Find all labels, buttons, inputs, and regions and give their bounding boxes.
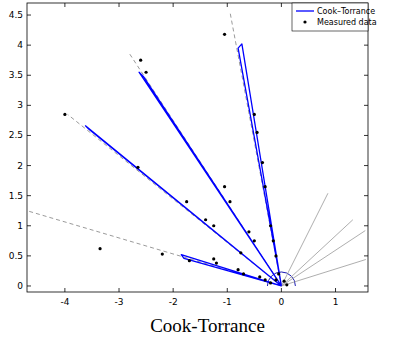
y-tick <box>364 135 368 136</box>
data-point <box>185 200 188 203</box>
y-tick <box>364 255 368 256</box>
y-tick-label: 3.5 <box>9 70 23 80</box>
legend-marker <box>303 20 306 23</box>
data-point <box>264 278 267 281</box>
y-tick <box>364 105 368 106</box>
x-tick <box>227 3 228 7</box>
data-point <box>144 71 147 74</box>
y-tick-label: 0 <box>17 281 23 291</box>
data-point <box>215 262 218 265</box>
data-point <box>269 224 272 227</box>
y-tick-label: 4 <box>17 40 23 50</box>
y-tick <box>364 225 368 226</box>
data-point <box>223 185 226 188</box>
data-point <box>136 166 139 169</box>
data-point <box>247 230 250 233</box>
page: {"chart_data": { "type": "line", "title"… <box>0 0 400 338</box>
data-point <box>283 280 286 283</box>
legend-line <box>296 10 314 11</box>
y-tick <box>364 165 368 166</box>
y-tick <box>364 195 368 196</box>
plot-frame <box>27 3 368 292</box>
x-tick-label: 0 <box>279 297 285 307</box>
title: Cook-Torrance <box>150 315 265 336</box>
data-point <box>228 200 231 203</box>
data-point <box>242 272 245 275</box>
x-tick <box>227 288 228 292</box>
data-point <box>253 113 256 116</box>
data-point <box>204 218 207 221</box>
data-point <box>269 281 272 284</box>
y-tick <box>27 255 31 256</box>
x-tick <box>64 3 65 7</box>
y-tick <box>364 285 368 286</box>
legend-label: Cook–Torrance <box>317 7 375 16</box>
reference-line <box>281 193 365 286</box>
series-line <box>85 44 281 286</box>
data-point <box>236 268 239 271</box>
data-point <box>264 185 267 188</box>
y-tick-label: 3 <box>17 100 23 110</box>
data-point <box>258 275 261 278</box>
chart: -4 -3 -2 -1 0 1 0 0.5 1 1.5 2 2.5 3 3.5 4 4.5 Cook–Torra… <box>0 0 400 338</box>
x-tick-label: -1 <box>223 297 232 307</box>
x-tick <box>281 3 282 7</box>
y-tick <box>364 75 368 76</box>
data-point <box>272 239 275 242</box>
x-tick <box>64 288 65 292</box>
data-point <box>285 283 288 286</box>
y-tick-label: 2 <box>17 161 23 171</box>
data-point <box>139 59 142 62</box>
data-point <box>261 161 264 164</box>
reference-line <box>27 12 281 286</box>
data-point <box>277 272 280 275</box>
y-tick-label: 1 <box>17 221 23 231</box>
y-tick <box>27 285 31 286</box>
y-tick-label: 2.5 <box>9 130 23 140</box>
y-tick <box>364 45 368 46</box>
data-point <box>223 33 226 36</box>
data-point <box>239 251 242 254</box>
y-tick <box>27 135 31 136</box>
x-tick-label: -3 <box>115 297 124 307</box>
data-point <box>63 113 66 116</box>
data-point <box>274 254 277 257</box>
x-tick <box>335 288 336 292</box>
y-tick <box>27 75 31 76</box>
x-tick <box>173 288 174 292</box>
data-point <box>188 259 191 262</box>
legend: Cook–Torrance Measured data <box>292 3 377 31</box>
x-tick <box>119 288 120 292</box>
y-tick <box>27 105 31 106</box>
data-point <box>212 224 215 227</box>
data-point <box>212 257 215 260</box>
data-point <box>98 247 101 250</box>
y-tick-label: 4.5 <box>9 10 23 20</box>
plot-area <box>27 12 366 286</box>
x-tick-label: -2 <box>169 297 178 307</box>
y-tick <box>27 165 31 166</box>
y-tick-label: 1.5 <box>9 191 23 201</box>
y-tick <box>27 15 31 16</box>
data-point <box>255 131 258 134</box>
x-tick <box>173 3 174 7</box>
x-tick <box>119 3 120 7</box>
y-tick <box>27 225 31 226</box>
x-tick <box>281 288 282 292</box>
data-point <box>253 239 256 242</box>
legend-label: Measured data <box>317 18 377 27</box>
y-tick <box>27 195 31 196</box>
x-tick-label: -4 <box>60 297 69 307</box>
x-tick-label: 1 <box>333 297 339 307</box>
data-point <box>274 278 277 281</box>
y-tick <box>27 45 31 46</box>
y-tick-label: 0.5 <box>9 251 23 261</box>
data-point <box>161 252 164 255</box>
